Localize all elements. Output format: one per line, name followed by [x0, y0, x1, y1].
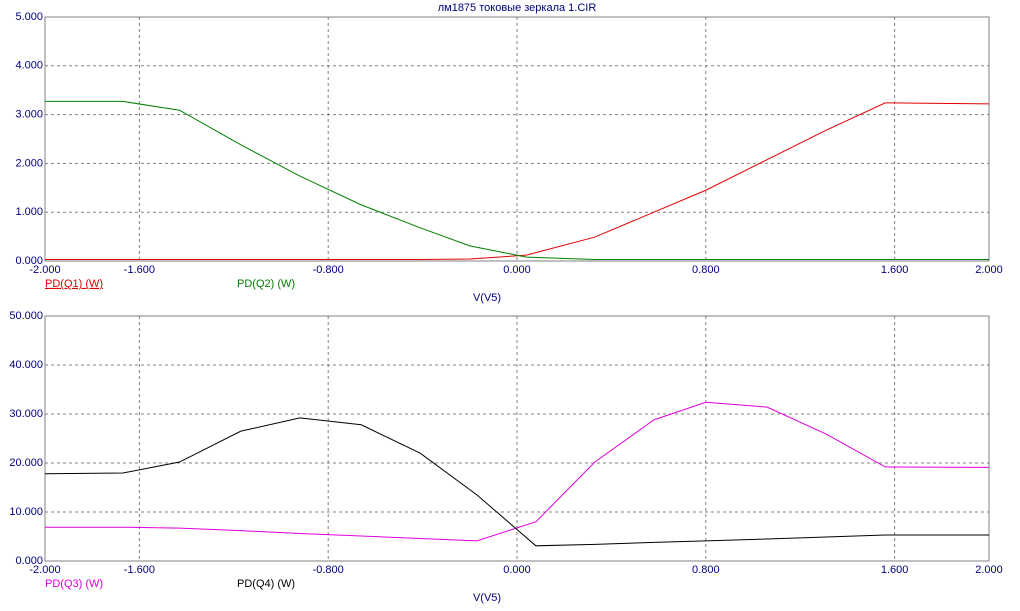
y-tick-label: 5.000 — [15, 11, 43, 23]
x-axis-label: V(V5) — [473, 592, 501, 604]
series-line — [45, 102, 990, 261]
legend-label: PD(Q2) (W) — [237, 278, 295, 290]
x-tick-label: 2.000 — [975, 264, 1003, 276]
x-tick-label: -0.800 — [313, 564, 344, 576]
x-tick-label: -0.800 — [313, 264, 344, 276]
x-tick-label: -2.000 — [29, 264, 60, 276]
legend-label: PD(Q4) (W) — [237, 578, 295, 590]
series-line — [45, 401, 990, 542]
y-tick-label: 20.000 — [9, 457, 43, 469]
y-tick-label: 4.000 — [15, 60, 43, 72]
y-tick-label: 1.000 — [15, 206, 43, 218]
y-tick-label: 30.000 — [9, 408, 43, 420]
x-tick-label: 1.600 — [881, 564, 909, 576]
legend-label: PD(Q3) (W) — [45, 578, 103, 590]
x-tick-label: -1.600 — [124, 564, 155, 576]
x-tick-label: -2.000 — [29, 564, 60, 576]
x-tick-label: 0.000 — [503, 264, 531, 276]
chart-title: лм1875 токовые зеркала 1.CIR — [438, 2, 597, 14]
legend-label: PD(Q1) (W) — [45, 278, 103, 290]
y-tick-label: 50.000 — [9, 310, 43, 322]
y-tick-label: 40.000 — [9, 359, 43, 371]
series-line — [45, 100, 989, 261]
y-tick-label: 10.000 — [9, 506, 43, 518]
y-tick-label: 3.000 — [15, 109, 43, 121]
x-tick-label: 0.800 — [692, 264, 720, 276]
y-tick-label: 0.000 — [15, 555, 43, 567]
y-tick-label: 2.000 — [15, 157, 43, 169]
x-tick-label: 1.600 — [881, 264, 909, 276]
x-tick-label: 2.000 — [975, 564, 1003, 576]
y-tick-label: 0.000 — [15, 255, 43, 267]
series-line — [44, 417, 989, 547]
x-tick-label: -1.600 — [124, 264, 155, 276]
x-tick-label: 0.800 — [692, 564, 720, 576]
x-axis-label: V(V5) — [473, 292, 501, 304]
x-tick-label: 0.000 — [503, 564, 531, 576]
